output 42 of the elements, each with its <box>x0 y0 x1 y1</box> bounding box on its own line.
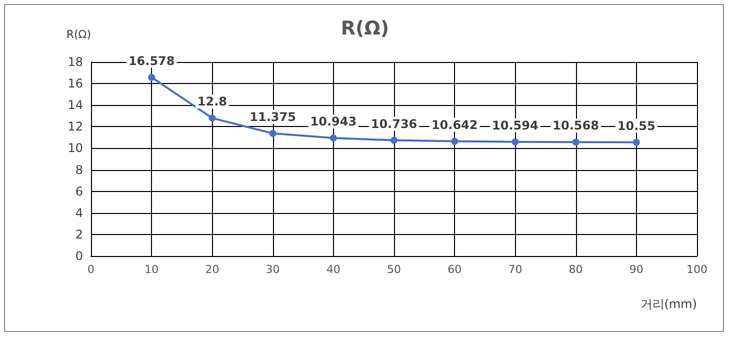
point <box>330 134 337 142</box>
y-tick-label: 4 <box>75 206 83 220</box>
data-label: 10.943 <box>310 114 357 129</box>
x-tick-label: 50 <box>387 263 401 276</box>
y-tick-label: 14 <box>68 98 83 112</box>
y-tick-label: 12 <box>68 120 83 134</box>
data-label: 11.375 <box>250 110 296 124</box>
x-tick-label: 90 <box>629 263 644 276</box>
point <box>572 138 580 146</box>
y-tick-label: 16 <box>68 76 83 91</box>
x-tick-label: 40 <box>326 263 340 276</box>
x-tick-label: 0 <box>88 263 94 276</box>
point <box>390 136 398 144</box>
y-tick-label: 2 <box>75 227 83 242</box>
y-axis-title: R(Ω) <box>66 28 91 41</box>
x-axis-title: 거리(mm) <box>640 297 697 311</box>
x-tick-label: 10 <box>144 263 159 276</box>
point <box>632 138 640 146</box>
point <box>208 114 216 122</box>
data-label: 16.578 <box>128 54 175 68</box>
point <box>269 130 276 137</box>
y-tick-label: 6 <box>75 184 83 198</box>
y-tick-label: 18 <box>68 55 83 69</box>
x-tick-label: 100 <box>686 263 708 276</box>
data-label: 10.594 <box>492 118 538 132</box>
point <box>451 138 458 145</box>
x-tick-label: 80 <box>568 263 583 276</box>
point <box>512 138 519 146</box>
data-label: 10.55 <box>617 118 656 133</box>
x-tick-label: 60 <box>448 263 462 276</box>
x-tick-label: 20 <box>205 263 220 276</box>
point <box>148 74 156 81</box>
data-label: 10.568 <box>552 118 599 133</box>
y-tick-label: 8 <box>75 162 83 177</box>
data-label: 10.736 <box>370 116 418 131</box>
data-label: 12.8 <box>197 94 228 109</box>
y-tick-label: 10 <box>68 141 83 156</box>
chart-title: R(Ω) <box>340 18 390 40</box>
y-tick-label: 0 <box>75 249 83 263</box>
data-label: 10.642 <box>431 118 478 132</box>
x-tick-label: 70 <box>508 263 522 276</box>
x-tick-label: 30 <box>266 263 280 276</box>
